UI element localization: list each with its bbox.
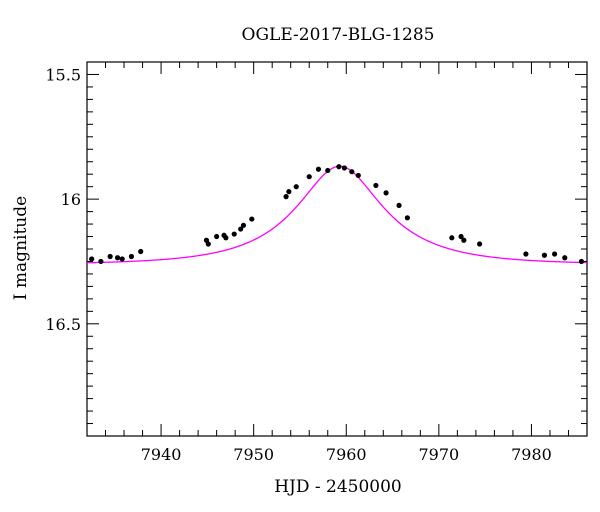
data-point [461, 237, 467, 243]
data-point [404, 215, 410, 221]
data-point [138, 248, 144, 255]
x-axis-label: HJD - 2450000 [274, 477, 402, 497]
x-tick-label: 7940 [141, 445, 182, 464]
data-point [578, 258, 585, 265]
data-point [336, 164, 342, 170]
data-point [551, 251, 558, 257]
data-point [396, 202, 402, 208]
data-point [349, 169, 355, 175]
axis-ticks [86, 62, 588, 437]
y-tick-label: 16.5 [45, 315, 81, 334]
data-point [240, 222, 247, 228]
data-point [383, 190, 389, 196]
y-axis-label: I magnitude [11, 196, 31, 300]
data-point [128, 253, 135, 260]
data-point [89, 256, 95, 262]
data-point [293, 184, 299, 190]
model-curve [86, 165, 588, 264]
x-tick-label: 7960 [326, 445, 367, 464]
data-point [231, 231, 237, 237]
plot-frame [86, 61, 588, 437]
data-point [107, 253, 113, 260]
x-tick-label: 7950 [233, 445, 274, 464]
data-point [223, 235, 229, 241]
data-point [341, 165, 348, 171]
data-point [355, 172, 361, 179]
data-point [449, 235, 455, 241]
data-point [476, 241, 483, 247]
data-point [283, 194, 289, 200]
data-point [458, 233, 464, 240]
data-point [114, 255, 121, 261]
data-point [325, 167, 331, 174]
data-point [523, 251, 529, 257]
y-tick-label: 16 [61, 190, 81, 209]
data-point [315, 166, 322, 172]
data-point [306, 174, 312, 180]
x-tick-label: 7980 [511, 445, 552, 464]
data-point [286, 189, 292, 195]
tick-labels: 7940 7950 7960 7970 7980 15.5 16 16.5 [45, 65, 551, 464]
x-tick-label: 7970 [418, 445, 459, 464]
data-point [541, 252, 548, 258]
y-tick-label: 15.5 [45, 65, 81, 84]
data-point [562, 255, 568, 261]
data-point [238, 226, 244, 232]
data-point [98, 258, 104, 265]
data-point [373, 182, 379, 189]
chart-title: OGLE-2017-BLG-1285 [242, 25, 435, 45]
data-point [249, 216, 255, 222]
data-point [205, 241, 211, 247]
data-point [119, 256, 125, 262]
data-point [214, 233, 220, 240]
data-points [89, 164, 585, 265]
